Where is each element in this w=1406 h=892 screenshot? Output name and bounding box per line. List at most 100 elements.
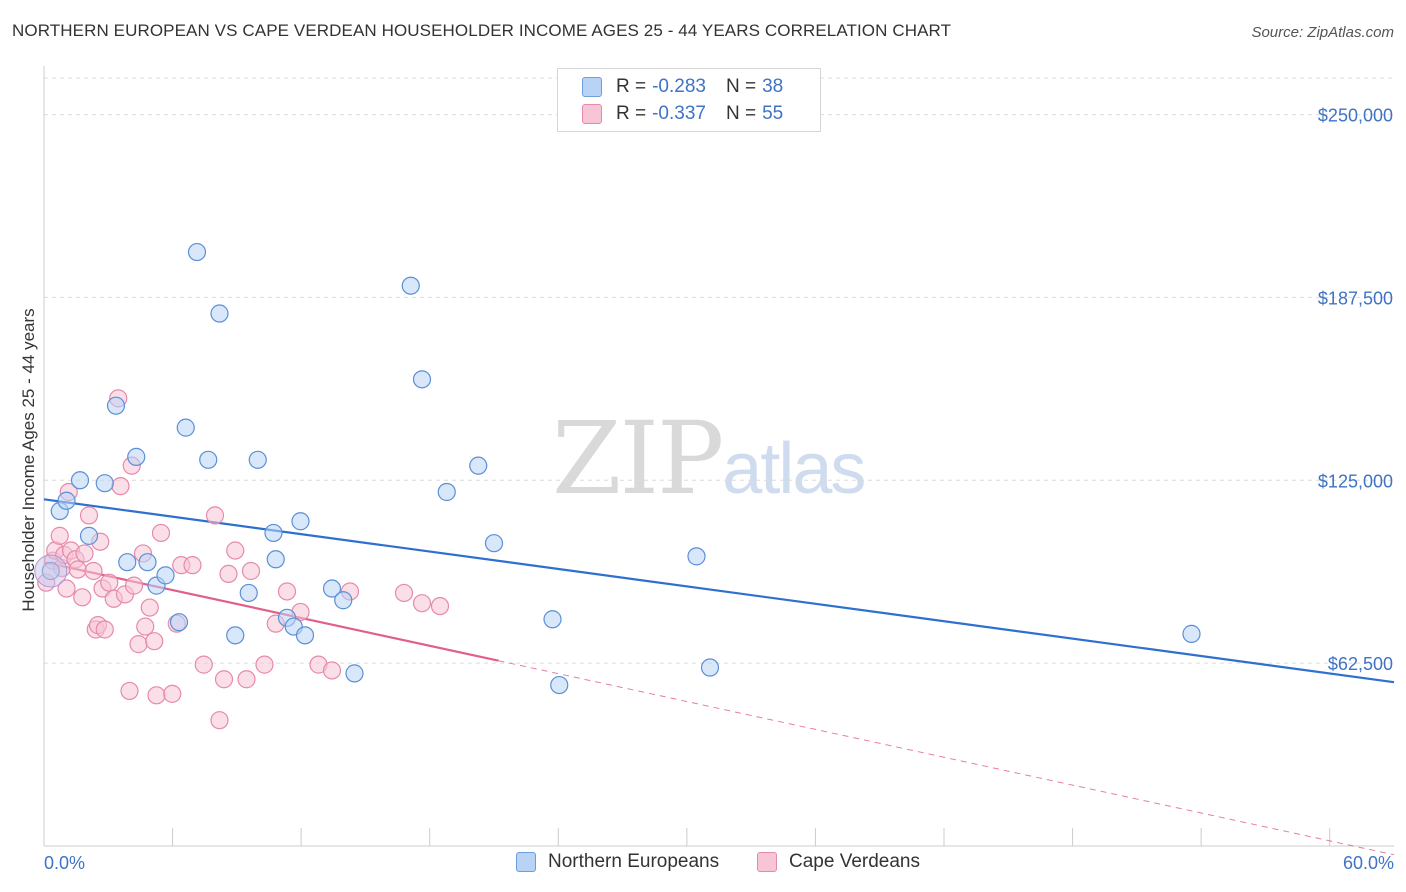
data-point — [147, 686, 166, 705]
data-point — [214, 670, 234, 689]
legend-r-label: R = — [616, 103, 647, 124]
data-point — [277, 582, 297, 601]
data-point — [469, 456, 488, 475]
data-point — [241, 561, 261, 581]
data-point — [50, 526, 69, 545]
legend-r-label: R = — [616, 76, 647, 97]
correlation-legend: R = -0.283 N = 38 R = -0.337 N = 55 — [557, 68, 821, 132]
y-tick-label: $250,000 — [1318, 106, 1393, 126]
data-point — [291, 512, 310, 531]
series-label: Northern Europeans — [548, 851, 720, 872]
y-axis-title: Householder Income Ages 25 - 44 years — [19, 308, 38, 611]
data-point — [120, 681, 139, 701]
data-point — [163, 684, 182, 703]
data-point — [176, 418, 195, 437]
data-point — [412, 594, 432, 613]
y-tick-label: $125,000 — [1318, 471, 1393, 491]
data-point — [118, 553, 137, 572]
data-point — [700, 658, 720, 677]
data-point — [75, 544, 94, 563]
legend-r-value: -0.283 — [652, 76, 706, 97]
data-point — [187, 242, 207, 262]
legend-n-label: N = — [725, 76, 757, 97]
legend-n-value: 55 — [762, 103, 784, 124]
data-point — [34, 554, 68, 588]
data-point — [334, 591, 353, 610]
legend-r-value: -0.337 — [652, 103, 706, 124]
data-point — [124, 576, 144, 595]
trend-line-extension-1 — [498, 660, 1395, 856]
data-point — [68, 560, 87, 579]
data-point — [138, 553, 157, 572]
data-point — [401, 276, 420, 295]
trend-line-1 — [43, 561, 499, 662]
data-point — [156, 566, 175, 585]
data-point — [73, 588, 92, 607]
x-tick-label-max: 60.0% — [1343, 853, 1394, 873]
data-point — [194, 655, 213, 674]
data-point — [239, 583, 258, 603]
series-legend-cape-verdeans[interactable]: Cape Verdeans — [757, 851, 920, 873]
data-point — [183, 556, 202, 575]
data-point — [210, 304, 229, 323]
series-swatch-blue — [516, 852, 536, 872]
watermark-zip: ZIP — [552, 400, 724, 517]
data-point — [264, 523, 283, 543]
data-points — [34, 242, 1201, 730]
data-point — [57, 491, 76, 510]
data-point — [127, 447, 146, 466]
data-point — [140, 598, 159, 617]
data-point — [95, 620, 114, 639]
chart-source: Source: ZipAtlas.com — [1251, 24, 1394, 41]
x-tick-label-min: 0.0% — [44, 853, 85, 873]
zipatlas-watermark: ZIPatlas — [552, 400, 866, 517]
series-legend-northern-europeans[interactable]: Northern Europeans — [516, 851, 719, 873]
data-point — [550, 675, 569, 695]
watermark-atlas: atlas — [722, 429, 866, 509]
data-point — [687, 547, 706, 566]
data-point — [151, 523, 171, 543]
axes — [43, 66, 1394, 847]
series-legend: Northern Europeans Cape Verdeans — [0, 851, 1406, 877]
data-point — [226, 626, 245, 645]
data-point — [129, 635, 148, 654]
data-point — [145, 632, 164, 651]
data-point — [345, 664, 364, 683]
data-point — [255, 655, 274, 674]
chart-title: NORTHERN EUROPEAN VS CAPE VERDEAN HOUSEH… — [12, 21, 952, 40]
data-point — [95, 474, 114, 493]
legend-n-value: 38 — [762, 76, 784, 97]
data-point — [199, 450, 218, 469]
data-point — [437, 482, 456, 502]
legend-row-cape-verdeans: R = -0.337 N = 55 — [582, 101, 783, 127]
legend-swatch-blue — [582, 77, 602, 97]
data-point — [210, 711, 229, 730]
data-point — [57, 579, 76, 598]
legend-swatch-pink — [582, 104, 602, 124]
data-point — [79, 526, 99, 545]
data-point — [100, 573, 119, 592]
series-swatch-pink — [757, 852, 777, 872]
data-point — [219, 564, 238, 584]
data-point — [412, 370, 432, 389]
data-point — [226, 541, 245, 560]
data-point — [70, 471, 90, 490]
data-point — [543, 610, 562, 629]
series-label: Cape Verdeans — [789, 851, 920, 872]
data-point — [111, 477, 130, 496]
data-point — [84, 561, 103, 581]
data-point — [430, 596, 450, 616]
data-point — [248, 450, 267, 469]
data-point — [237, 670, 256, 689]
data-point — [106, 396, 126, 415]
data-point — [79, 506, 99, 525]
legend-n-label: N = — [725, 103, 757, 124]
data-point — [169, 613, 189, 632]
data-point — [295, 626, 315, 645]
y-tick-label: $62,500 — [1328, 654, 1393, 674]
axis-labels: $62,500 $125,000 $187,500 $250,000 0.0% 60.0%… — [19, 106, 1394, 873]
data-point — [322, 579, 342, 598]
data-point — [394, 583, 414, 603]
data-point — [1182, 624, 1201, 643]
